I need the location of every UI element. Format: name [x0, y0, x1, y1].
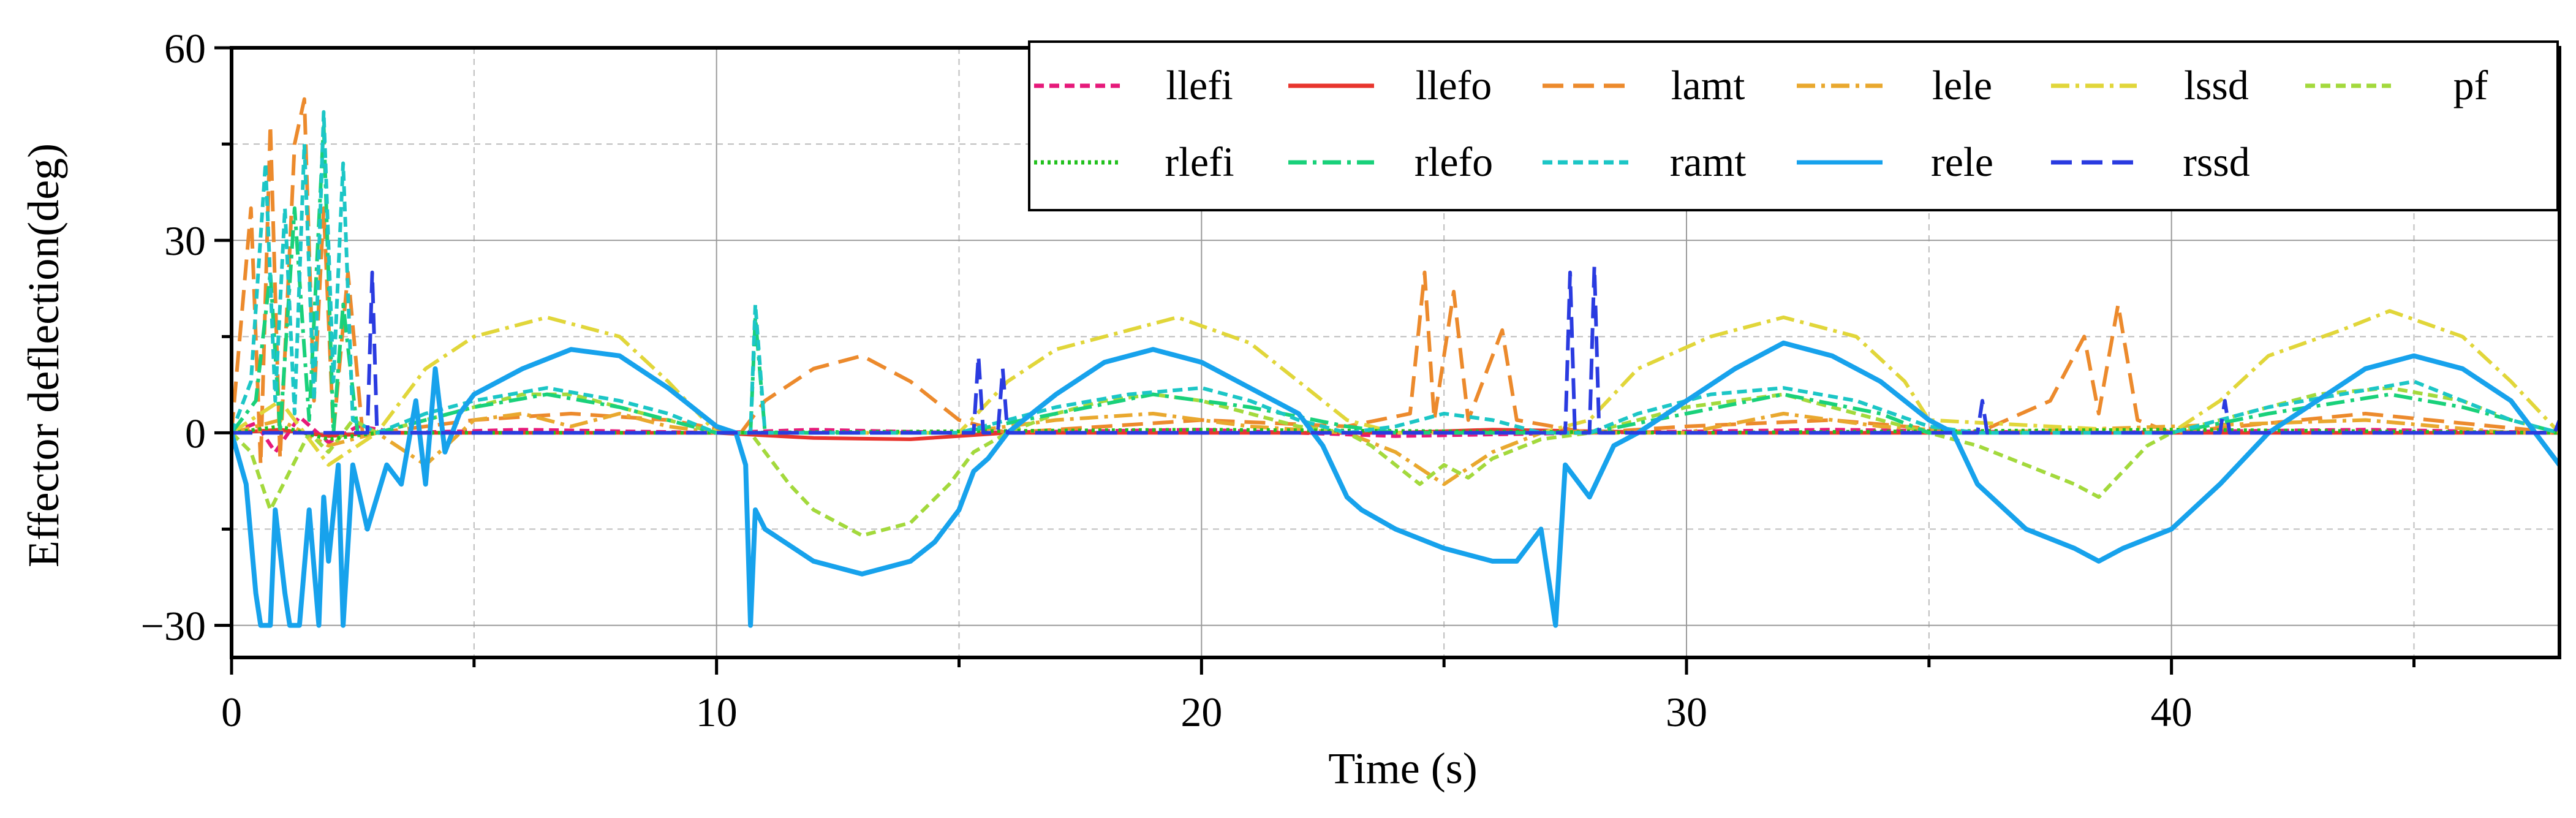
- legend-label-rlefi: rlefi: [1165, 138, 1234, 185]
- series-line-rlefo: [232, 123, 2559, 435]
- legend: llefi llefo lamt lele lssd pf rlefi rlefo ramt re…: [1028, 40, 2559, 211]
- x-tick-label: 20: [1180, 689, 1222, 735]
- x-axis-title: Time (s): [1328, 744, 1477, 793]
- legend-label-llefi: llefi: [1166, 62, 1233, 108]
- legend-label-rele: rele: [1931, 138, 1993, 185]
- x-tick-label: 40: [2151, 689, 2193, 735]
- x-tick-label: 0: [221, 689, 242, 735]
- legend-box: [1028, 40, 2559, 211]
- legend-label-lamt: lamt: [1671, 62, 1745, 108]
- series-line-rssd: [232, 264, 2559, 435]
- x-tick-label: 10: [696, 689, 738, 735]
- legend-label-llefo: llefo: [1416, 62, 1492, 108]
- series-line-rele: [232, 340, 2559, 628]
- legend-label-lssd: lssd: [2184, 62, 2249, 108]
- legend-label-ramt: ramt: [1670, 138, 1747, 185]
- y-axis-title: Effector deflection(deg): [19, 143, 68, 567]
- y-tick-label: 0: [185, 410, 206, 456]
- y-tick-label: 30: [164, 218, 206, 264]
- legend-label-rssd: rssd: [2183, 138, 2250, 185]
- axis-ticks: 0 10 20 30 40 −30 0 30 60: [141, 25, 2415, 735]
- legend-label-lele: lele: [1932, 62, 1992, 108]
- series-lines: [232, 97, 2559, 628]
- legend-label-rlefo: rlefo: [1415, 138, 1493, 185]
- series-line-lssd: [232, 309, 2559, 467]
- legend-label-pf: pf: [2453, 62, 2488, 108]
- y-tick-label: 60: [164, 25, 206, 72]
- series-line-pf: [232, 386, 2559, 537]
- x-tick-label: 30: [1666, 689, 1707, 735]
- y-tick-label: −30: [141, 603, 206, 649]
